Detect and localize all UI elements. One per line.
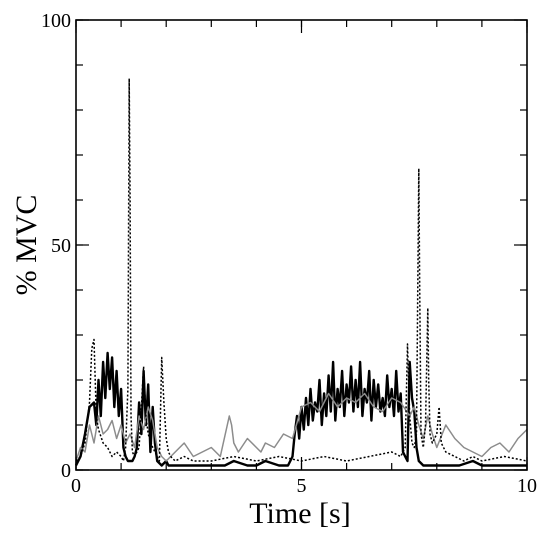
series-line-solid-gray (75, 392, 528, 462)
x-axis-title: Time [s] (249, 497, 350, 530)
y-axis-title: % MVC (10, 195, 43, 296)
x-tick-label: 0 (71, 475, 81, 497)
y-tick-label: 100 (41, 10, 71, 32)
x-tick-label: 5 (297, 475, 307, 497)
y-tick-label: 50 (51, 235, 71, 257)
series-line-dotted (75, 77, 528, 462)
y-tick-label: 0 (61, 460, 71, 482)
major-ticks (75, 19, 528, 471)
x-tick-label: 10 (517, 475, 537, 497)
series-layer (74, 77, 528, 467)
